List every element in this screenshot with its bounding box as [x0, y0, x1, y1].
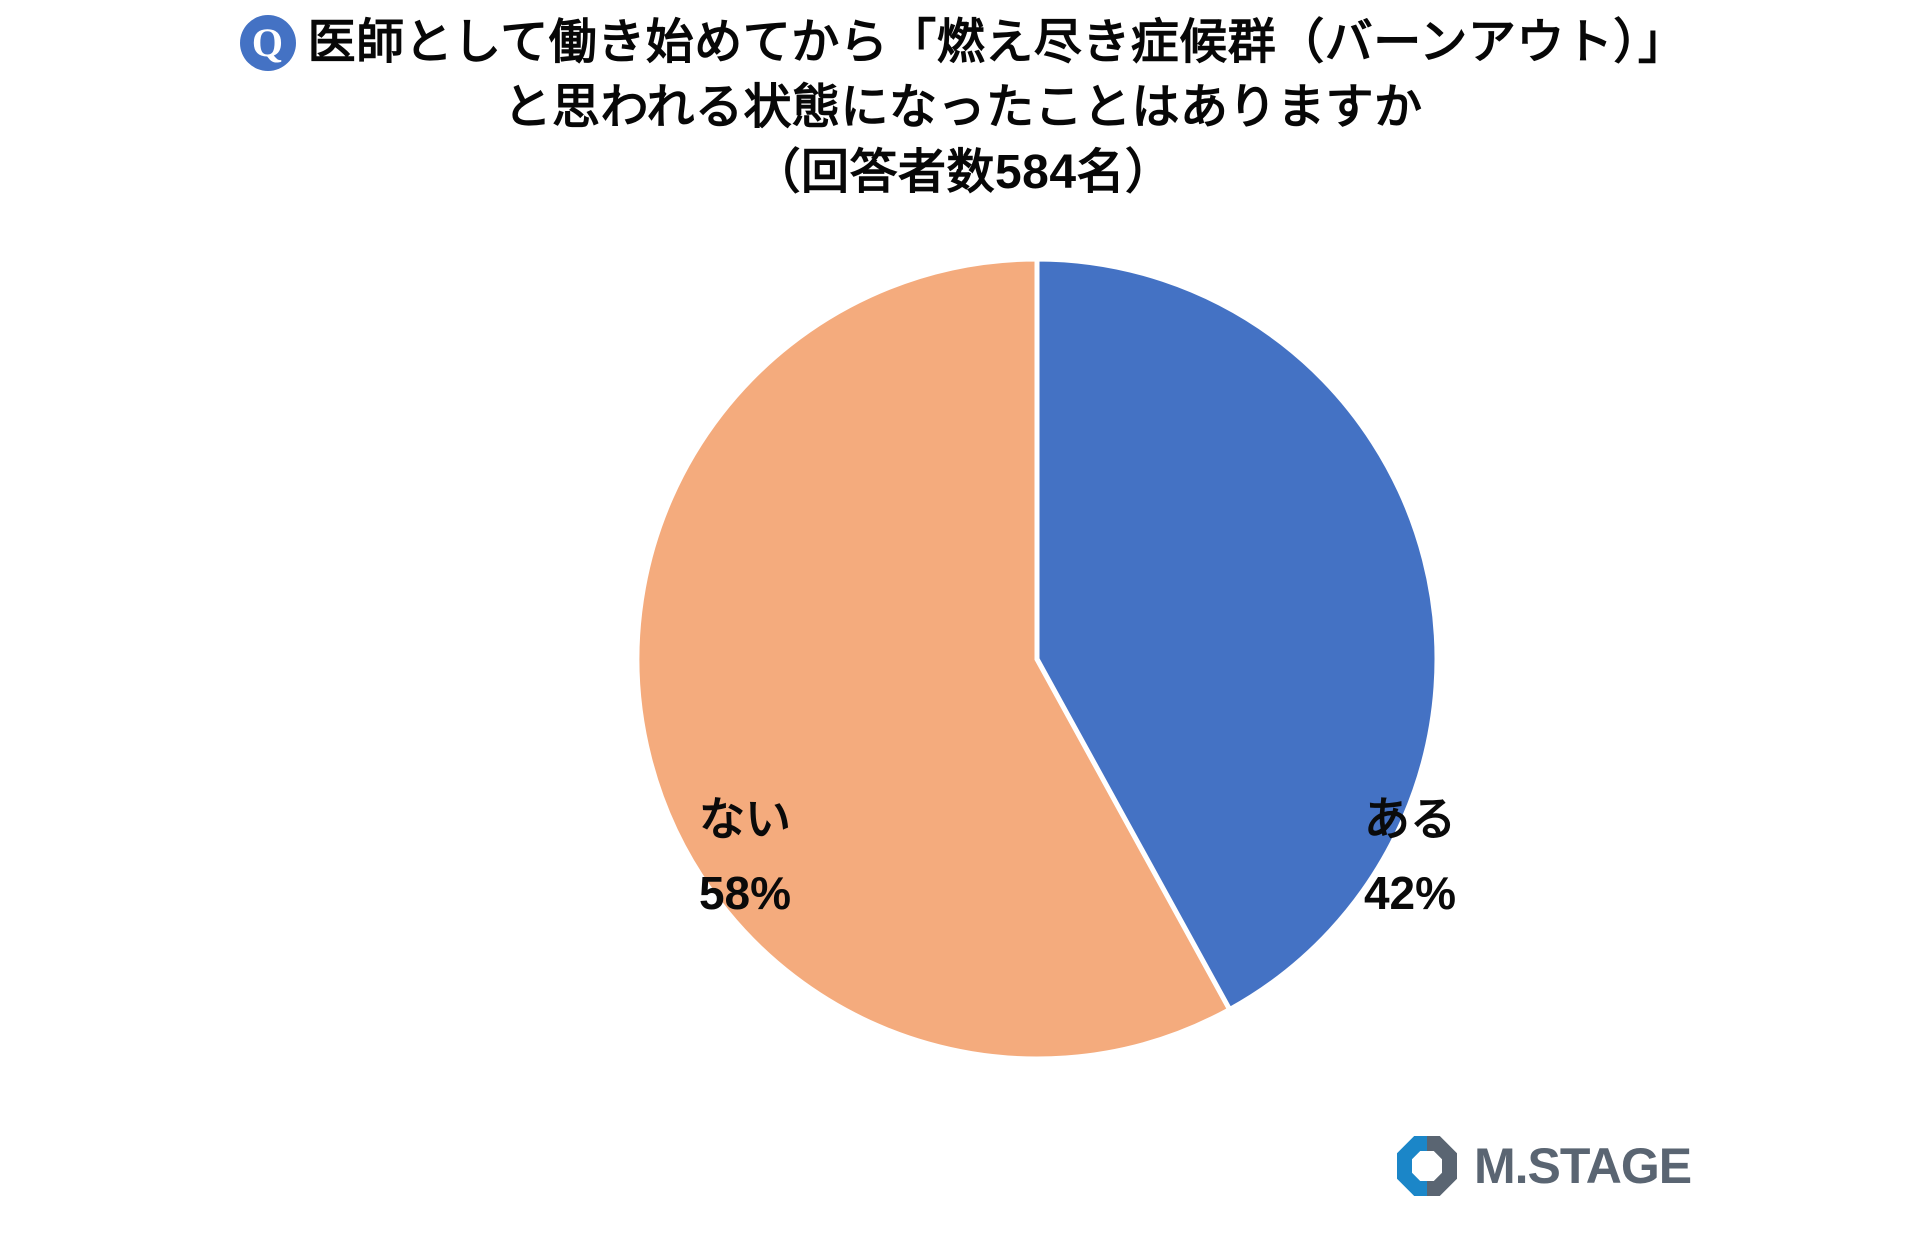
pie-label-aru-value: 42% — [1363, 867, 1457, 919]
pie-chart-area: ある 42% ない 58% — [0, 255, 1926, 1255]
question-title-line-3: （回答者数584名） — [752, 146, 1174, 199]
mstage-logo: M.STAGE — [1396, 1135, 1692, 1197]
question-badge-icon: Q — [239, 14, 296, 71]
question-title-text-1: 医師として働き始めてから「燃え尽き症候群（バーンアウト）」 — [307, 16, 1687, 69]
question-title-line-1: Q 医師として働き始めてから「燃え尽き症候群（バーンアウト）」 — [0, 10, 1926, 75]
pie-chart-svg — [634, 256, 1440, 1062]
pie-label-nai-value: 58% — [698, 867, 792, 919]
pie-label-aru: ある 42% — [1300, 782, 1520, 930]
mstage-wordmark: M.STAGE — [1474, 1138, 1692, 1194]
question-title-block: Q 医師として働き始めてから「燃え尽き症候群（バーンアウト）」 と思われる状態に… — [0, 0, 1926, 205]
pie-slice-aru[interactable] — [1034, 256, 1440, 1013]
pie-slice-nai[interactable] — [634, 256, 1234, 1062]
pie-label-aru-name: ある — [1364, 793, 1456, 845]
pie-label-nai: ない 58% — [635, 782, 855, 930]
mstage-octagon-icon — [1397, 1136, 1457, 1196]
question-title-line-2: と思われる状態になったことはありますか — [503, 81, 1423, 134]
pie-label-nai-name: ない — [699, 793, 791, 845]
